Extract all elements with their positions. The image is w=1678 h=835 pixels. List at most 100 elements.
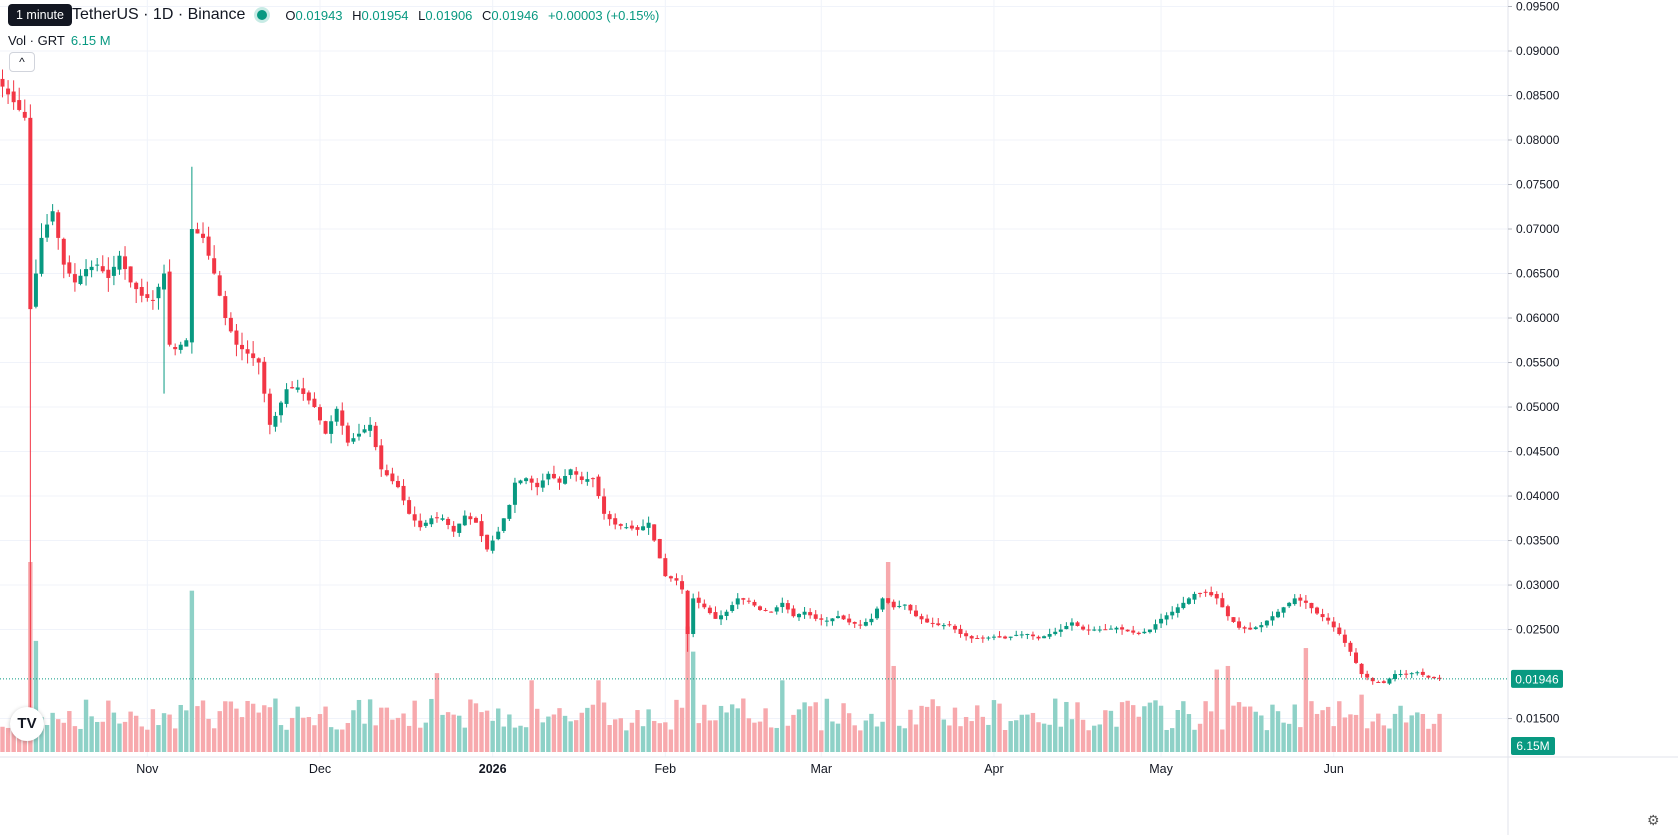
candle-body (1097, 629, 1102, 631)
volume-bar (44, 724, 50, 752)
volume-bar (1058, 726, 1063, 752)
candle-body (1404, 673, 1409, 675)
close-key: C (482, 7, 492, 23)
candle-body (874, 608, 879, 619)
low-value: 0.01906 (425, 7, 473, 23)
volume-bar (579, 712, 584, 752)
volume-bar (963, 716, 969, 752)
volume-bar (1231, 705, 1236, 752)
settings-gear-icon[interactable]: ⚙ (1647, 812, 1660, 828)
volume-legend[interactable]: Vol · GRT 6.15 M (8, 33, 111, 48)
candle-body (440, 518, 445, 520)
volume-bar (880, 721, 885, 752)
volume-bar (434, 673, 440, 752)
candle-body (312, 398, 317, 408)
candle-body (624, 527, 629, 529)
volume-bar (1420, 713, 1426, 752)
candle-body (1209, 592, 1214, 596)
candle-body (345, 425, 350, 443)
time-axis[interactable]: Nov Dec 2026 Feb Mar Apr May Jun (0, 756, 1678, 776)
candle-body (1214, 594, 1219, 599)
candle-body (952, 625, 957, 630)
candle-body (1253, 627, 1258, 630)
time-tick-label: Jun (1324, 762, 1344, 776)
candle-body (897, 605, 902, 607)
price-axis[interactable]: 0.09500 0.09000 0.08500 0.08000 0.07500 0.070… (1507, 0, 1563, 835)
candle-body (785, 603, 790, 610)
volume-bar (635, 710, 640, 752)
candle-body (1142, 631, 1147, 634)
volume-bar (145, 729, 150, 752)
candle-body (295, 387, 300, 390)
candle-body (1426, 675, 1431, 678)
volume-bar (67, 711, 72, 752)
candle-body (100, 266, 105, 272)
candle-body (551, 473, 556, 479)
candle-body (1415, 672, 1420, 674)
volume-bar (874, 726, 880, 752)
volume-bar (685, 626, 690, 752)
volume-bar (574, 720, 579, 752)
candle-body (423, 522, 428, 526)
candle-body (707, 607, 712, 614)
volume-bar (1014, 720, 1019, 752)
candle-body (975, 638, 980, 640)
candle-body (1003, 636, 1008, 639)
candle-body (1159, 618, 1164, 624)
volume-bar (150, 709, 156, 752)
volume-bar (674, 699, 679, 752)
high-key: H (352, 7, 362, 23)
candle-body (1398, 674, 1403, 676)
candle-body (17, 100, 22, 110)
candle-body (1292, 598, 1297, 605)
candle-body (1081, 626, 1086, 630)
volume-bar (741, 698, 746, 752)
volume-bar (239, 717, 245, 752)
volume-bar (334, 729, 339, 752)
candle-body (991, 636, 996, 638)
volume-bar (1220, 729, 1225, 752)
candle-body (590, 478, 595, 480)
symbol-legend[interactable]: TetherUS · 1D · Binance O0.01943 H0.0195… (72, 6, 659, 24)
volume-bar (902, 728, 908, 752)
candle-body (629, 525, 634, 529)
volume-bar (724, 712, 729, 752)
candle-body (563, 476, 568, 484)
symbol-title[interactable]: TetherUS · 1D · Binance (72, 6, 246, 23)
volume-bar (618, 718, 623, 752)
volume-bar (507, 714, 512, 752)
candle-body (50, 211, 55, 222)
volume-bar (869, 713, 874, 752)
volume-bar (1314, 713, 1320, 752)
collapse-legend-button[interactable]: ^ (9, 52, 35, 72)
volume-bar (729, 704, 735, 752)
candle-body (1103, 629, 1108, 631)
candle-body (886, 598, 891, 603)
candle-body (1370, 678, 1375, 682)
candle-body (1120, 627, 1125, 630)
market-status-icon[interactable] (257, 10, 268, 20)
candle-body (473, 517, 478, 523)
volume-bar (1236, 702, 1242, 752)
volume-bar (1392, 713, 1398, 752)
volume-bar (624, 730, 629, 752)
volume-bar (256, 712, 261, 752)
volume-bar (529, 680, 534, 752)
close-value: 0.01946 (491, 7, 539, 23)
volume-label: Vol · GRT (8, 33, 65, 48)
candle-body (858, 624, 863, 626)
volume-bar (412, 700, 417, 752)
candle-body (719, 615, 724, 620)
price-tick-label: 0.05500 (1516, 356, 1560, 370)
volume-bar (668, 729, 674, 752)
tradingview-logo-icon[interactable]: TV (10, 707, 44, 741)
candle-body (501, 518, 506, 531)
volume-bar (718, 705, 724, 752)
volume-bar (1075, 702, 1080, 752)
volume-bar (1364, 728, 1370, 752)
volume-bar (11, 721, 16, 752)
candle-body (145, 294, 150, 298)
candle-body (84, 269, 89, 277)
volume-bar (752, 722, 757, 752)
